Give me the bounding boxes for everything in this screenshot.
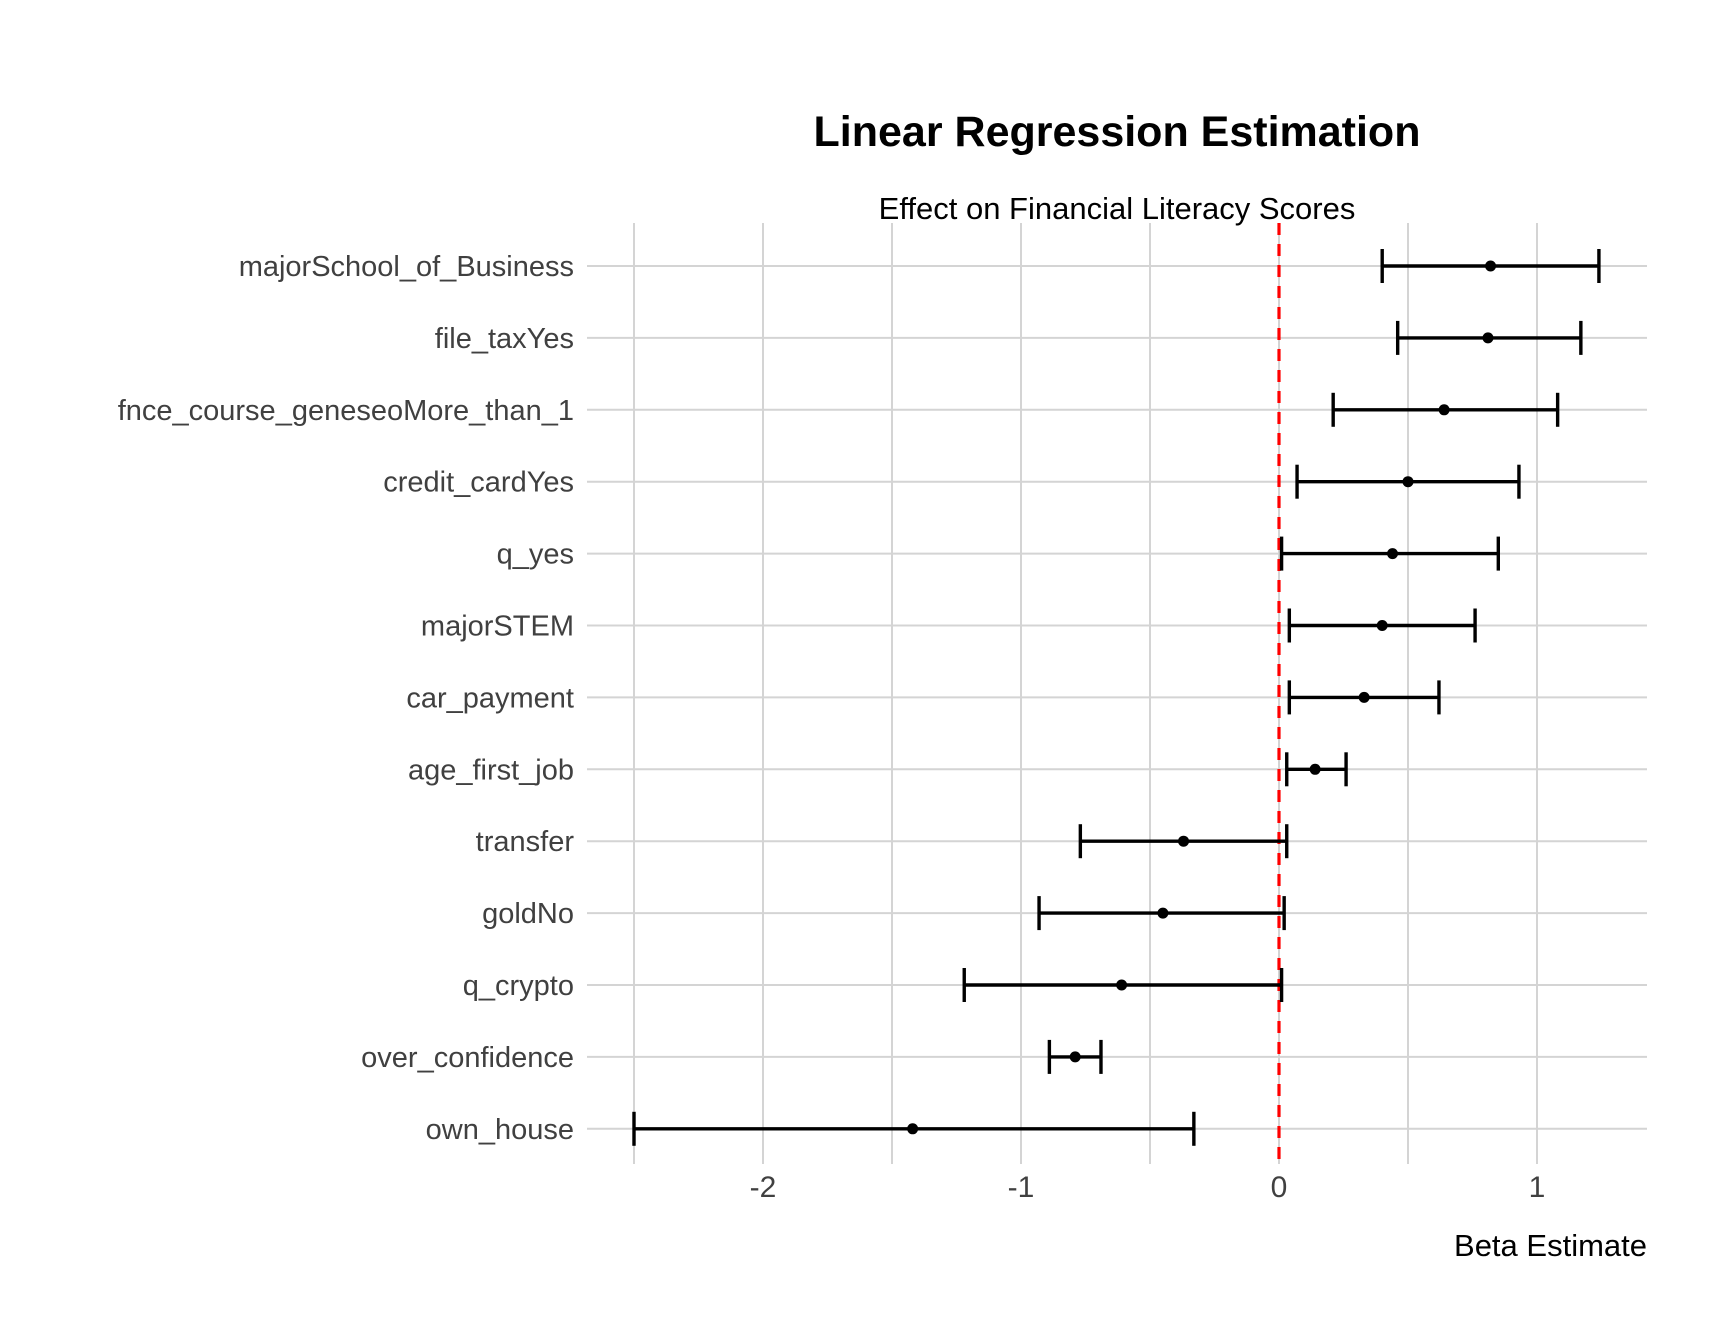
y-axis-label: car_payment (406, 682, 574, 714)
x-tick-label: -2 (750, 1171, 777, 1204)
estimate-point (1387, 548, 1399, 560)
y-axis-label: majorSTEM (421, 611, 574, 643)
plot-subtitle: Effect on Financial Literacy Scores (879, 191, 1356, 226)
y-axis-label: q_yes (497, 539, 574, 571)
gridline-layer (587, 223, 1647, 1164)
x-axis-title: Beta Estimate (1454, 1228, 1647, 1263)
estimate-point (1116, 979, 1128, 991)
estimate-point (1438, 404, 1450, 416)
y-axis-label: majorSchool_of_Business (239, 251, 574, 283)
estimate-point (1402, 476, 1414, 488)
estimate-point (1376, 620, 1388, 631)
plot-title: Linear Regression Estimation (814, 108, 1421, 156)
y-axis-label: age_first_job (408, 754, 574, 786)
y-axis-label: file_taxYes (435, 323, 574, 355)
x-tick-label: 0 (1271, 1171, 1288, 1204)
estimate-point (1485, 260, 1497, 272)
axis-label-layer: majorSchool_of_Business file_taxYes fnce_c… (118, 251, 1546, 1204)
estimate-point (1157, 907, 1169, 919)
y-axis-label: q_crypto (463, 970, 574, 1002)
estimate-point (907, 1123, 919, 1135)
estimate-point (1309, 763, 1321, 775)
y-axis-label: transfer (476, 826, 575, 858)
y-axis-label: credit_cardYes (383, 467, 574, 499)
estimate-point (1358, 691, 1370, 703)
y-axis-label: fnce_course_geneseoMore_than_1 (118, 395, 574, 427)
y-axis-label: over_confidence (361, 1042, 574, 1074)
estimate-point (1069, 1051, 1081, 1063)
x-tick-label: -1 (1008, 1171, 1035, 1204)
y-axis-label: goldNo (482, 898, 574, 930)
x-tick-label: 1 (1529, 1171, 1546, 1204)
y-axis-label: own_house (426, 1114, 574, 1146)
estimate-point (1482, 332, 1494, 344)
estimate-point (1178, 835, 1190, 847)
errorbar-layer (632, 249, 1601, 1146)
